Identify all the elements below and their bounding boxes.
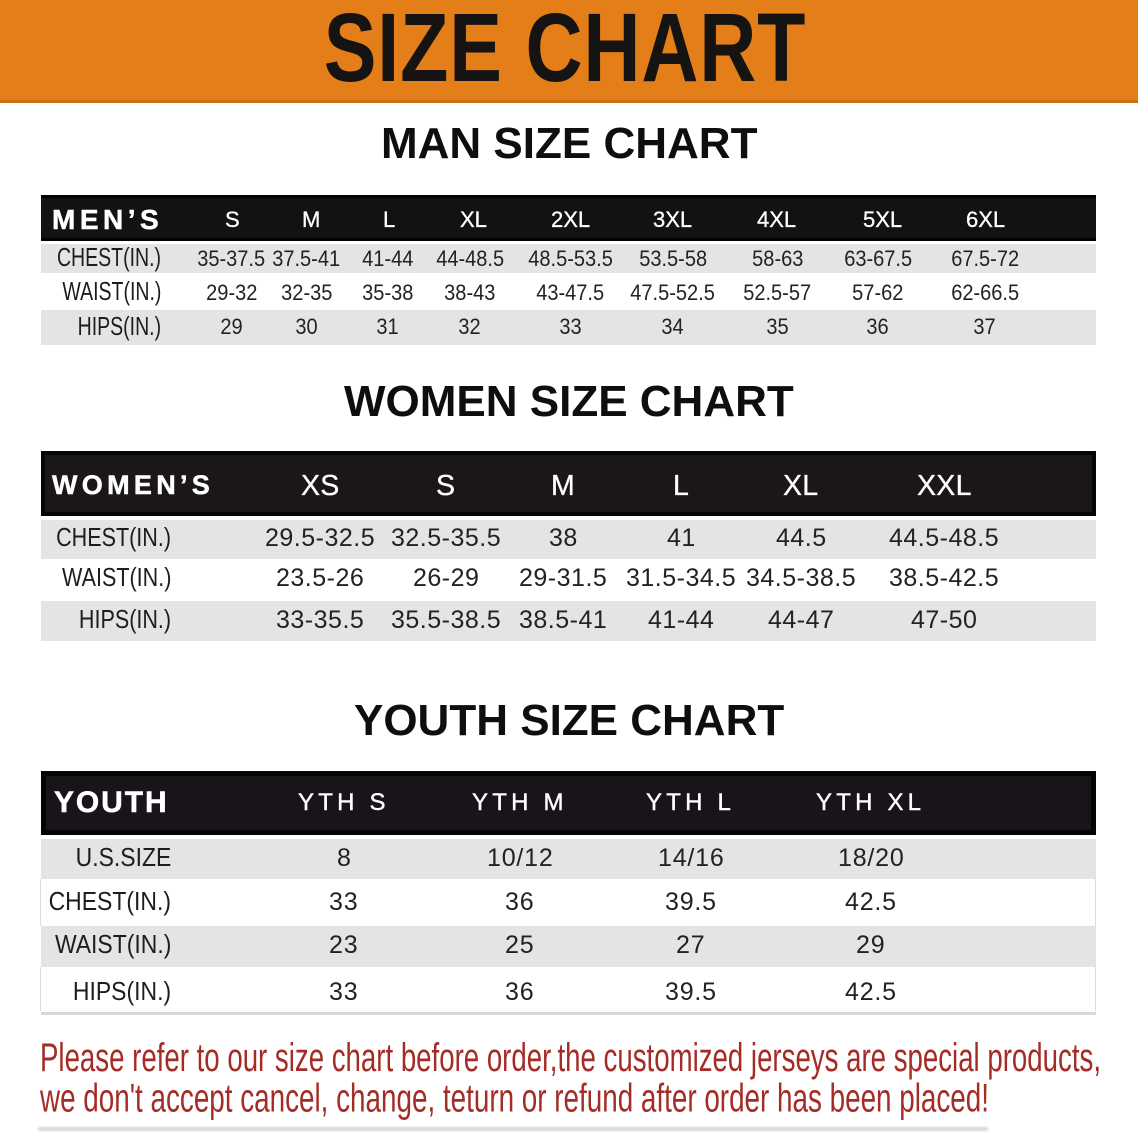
svg-text:we don't accept cancel, change: we don't accept cancel, change, teturn o…	[39, 1077, 989, 1121]
svg-text:Please refer to our size chart: Please refer to our size chart before or…	[40, 1036, 1101, 1080]
